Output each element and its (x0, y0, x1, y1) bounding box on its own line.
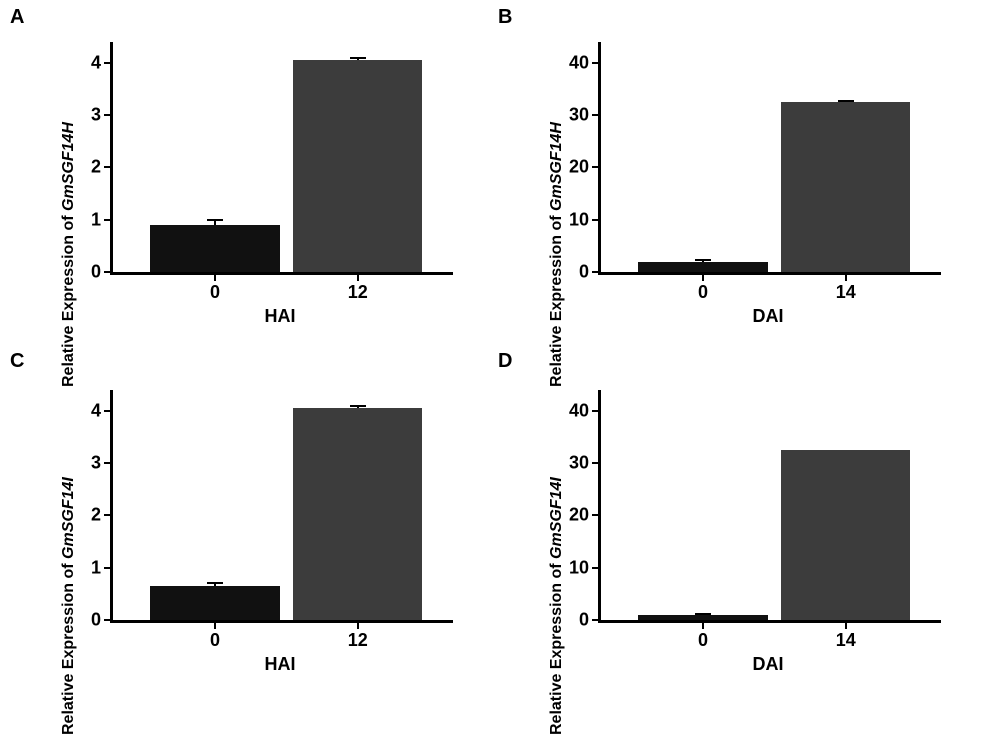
bar (781, 450, 910, 620)
error-cap (695, 259, 711, 261)
ytick-label: 20 (569, 157, 601, 178)
ytick-label: 4 (91, 52, 113, 73)
xtick-label: 14 (836, 620, 856, 651)
xtick-label: 14 (836, 272, 856, 303)
y-axis-label: Relative Expression of GmSGF14I (60, 505, 78, 735)
ytick-label: 3 (91, 105, 113, 126)
xtick-label: 12 (348, 620, 368, 651)
y-axis-label-gene: GmSGF14I (548, 477, 565, 559)
ytick-label: 3 (91, 453, 113, 474)
y-axis-label-text: Relative Expression of (548, 211, 565, 387)
x-axis-label: DAI (753, 306, 784, 327)
y-axis-label: Relative Expression of GmSGF14H (548, 157, 566, 387)
ytick-label: 40 (569, 400, 601, 421)
plot-c: 01234012 (110, 390, 453, 623)
error-cap (207, 582, 223, 584)
plot-b: 010203040014 (598, 42, 941, 275)
y-axis-label-text: Relative Expression of (60, 211, 77, 387)
ytick-label: 1 (91, 209, 113, 230)
bar (150, 225, 279, 272)
xtick-label: 12 (348, 272, 368, 303)
xtick-label: 0 (210, 272, 220, 303)
figure: A01234012Relative Expression of GmSGF14H… (0, 0, 1000, 707)
bar (293, 408, 422, 620)
bar (781, 102, 910, 272)
bar (150, 586, 279, 620)
ytick-label: 10 (569, 557, 601, 578)
error-cap (350, 57, 366, 59)
panel-label-a: A (10, 6, 24, 29)
ytick-label: 10 (569, 209, 601, 230)
y-axis-label-text: Relative Expression of (548, 559, 565, 735)
y-axis-label-gene: GmSGF14I (60, 477, 77, 559)
error-cap (838, 100, 854, 102)
ytick-label: 0 (579, 262, 601, 283)
ytick-label: 30 (569, 105, 601, 126)
plot-a: 01234012 (110, 42, 453, 275)
ytick-label: 0 (579, 610, 601, 631)
error-cap (695, 613, 711, 615)
bar (638, 262, 767, 272)
x-axis-label: HAI (265, 654, 296, 675)
ytick-label: 30 (569, 453, 601, 474)
panel-label-d: D (498, 350, 512, 373)
panel-label-c: C (10, 350, 24, 373)
ytick-label: 0 (91, 262, 113, 283)
x-axis-label: HAI (265, 306, 296, 327)
ytick-label: 40 (569, 52, 601, 73)
xtick-label: 0 (698, 620, 708, 651)
error-cap (207, 219, 223, 221)
ytick-label: 20 (569, 505, 601, 526)
ytick-label: 0 (91, 610, 113, 631)
xtick-label: 0 (698, 272, 708, 303)
bar (293, 60, 422, 272)
plot-d: 010203040014 (598, 390, 941, 623)
ytick-label: 1 (91, 557, 113, 578)
error-cap (350, 405, 366, 407)
panel-label-b: B (498, 6, 512, 29)
ytick-label: 2 (91, 157, 113, 178)
x-axis-label: DAI (753, 654, 784, 675)
y-axis-label-gene: GmSGF14H (548, 122, 565, 211)
ytick-label: 2 (91, 505, 113, 526)
ytick-label: 4 (91, 400, 113, 421)
y-axis-label: Relative Expression of GmSGF14H (60, 157, 78, 387)
y-axis-label: Relative Expression of GmSGF14I (548, 505, 566, 735)
y-axis-label-text: Relative Expression of (60, 559, 77, 735)
y-axis-label-gene: GmSGF14H (60, 122, 77, 211)
xtick-label: 0 (210, 620, 220, 651)
